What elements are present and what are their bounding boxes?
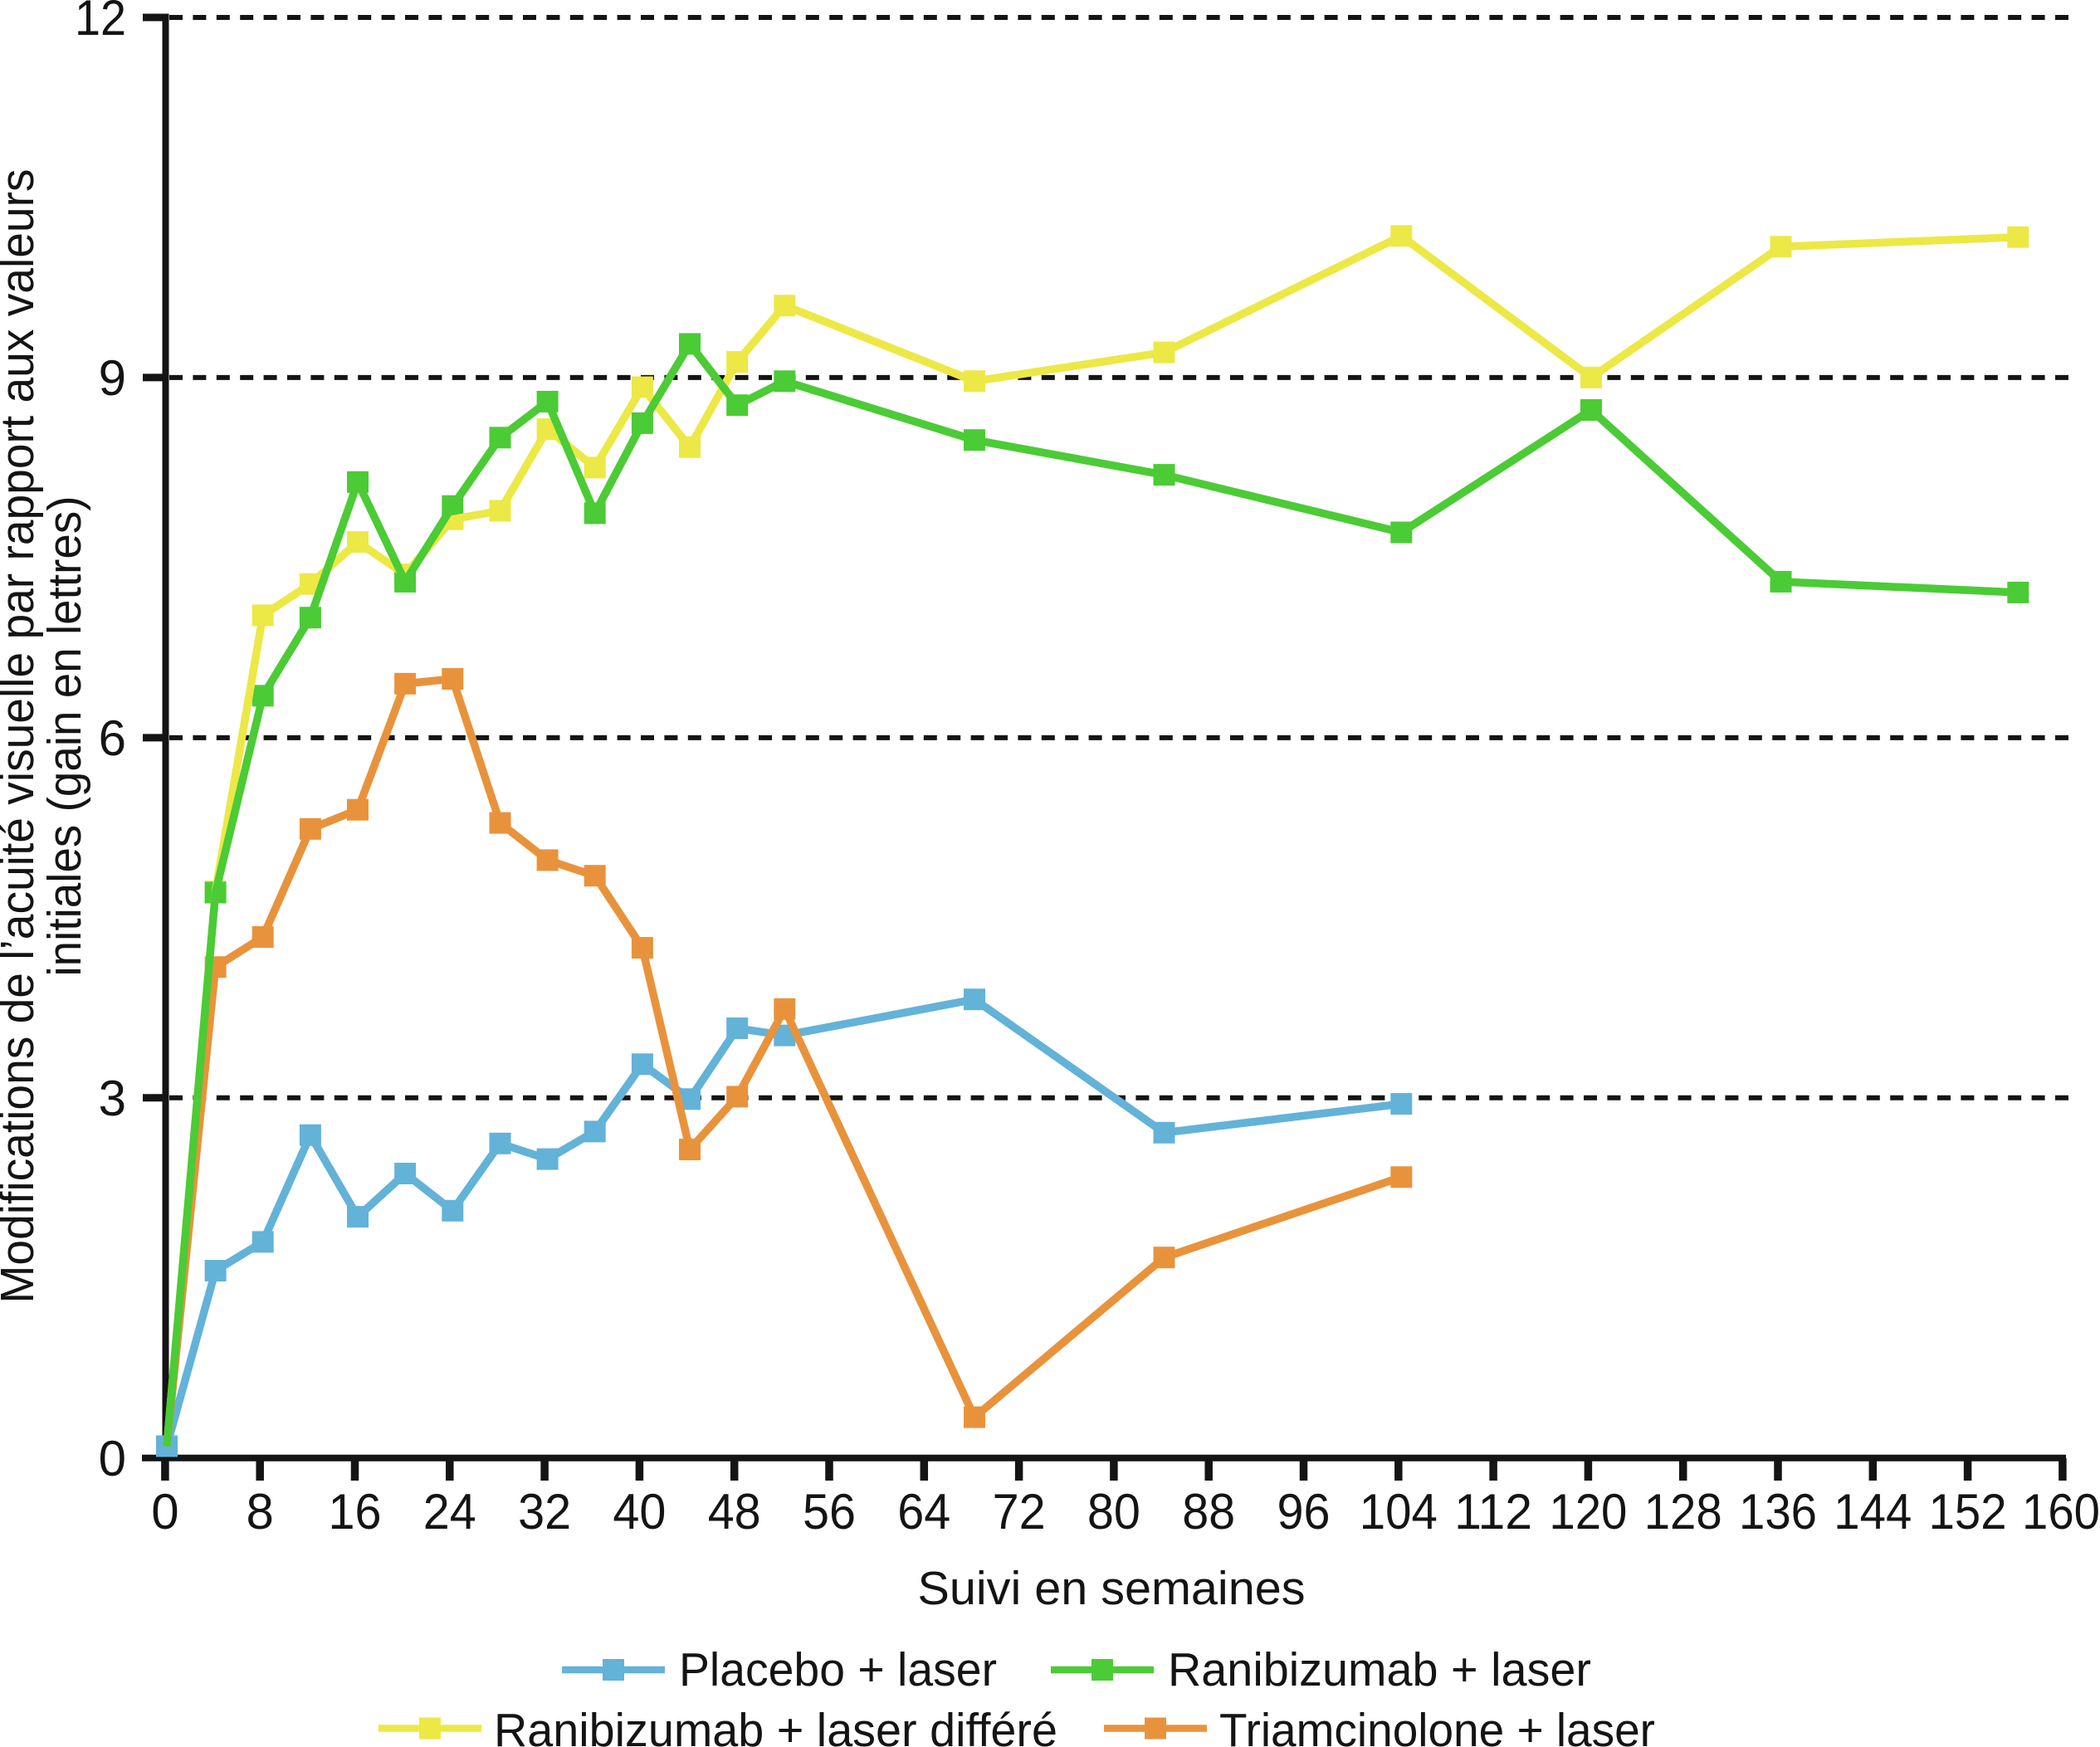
svg-text:0: 0	[151, 1484, 178, 1540]
svg-text:8: 8	[247, 1484, 274, 1540]
svg-text:16: 16	[329, 1484, 382, 1540]
svg-text:Suivi en semaines: Suivi en semaines	[918, 1562, 1306, 1615]
svg-text:9: 9	[99, 350, 126, 406]
svg-text:12: 12	[75, 0, 126, 46]
svg-text:56: 56	[803, 1484, 856, 1540]
svg-text:48: 48	[708, 1484, 761, 1540]
svg-text:24: 24	[423, 1484, 476, 1540]
svg-text:Modifications de l’acuité visu: Modifications de l’acuité visuelle par r…	[0, 169, 44, 1304]
svg-text:initiales (gain en lettres): initiales (gain en lettres)	[38, 496, 91, 977]
svg-text:Placebo + laser: Placebo + laser	[679, 1643, 997, 1696]
svg-text:40: 40	[613, 1484, 666, 1540]
svg-text:88: 88	[1182, 1484, 1235, 1540]
svg-text:152: 152	[1929, 1484, 2007, 1540]
svg-text:104: 104	[1360, 1484, 1438, 1540]
svg-text:160: 160	[2022, 1484, 2100, 1540]
svg-text:144: 144	[1834, 1484, 1912, 1540]
svg-text:64: 64	[897, 1484, 950, 1540]
svg-text:80: 80	[1087, 1484, 1140, 1540]
svg-text:120: 120	[1549, 1484, 1627, 1540]
svg-text:128: 128	[1644, 1484, 1722, 1540]
svg-text:Ranibizumab + laser différé: Ranibizumab + laser différé	[494, 1704, 1057, 1747]
svg-text:Ranibizumab + laser: Ranibizumab + laser	[1168, 1643, 1591, 1696]
svg-text:6: 6	[99, 710, 126, 766]
svg-text:Triamcinolone + laser: Triamcinolone + laser	[1219, 1704, 1655, 1747]
svg-text:96: 96	[1277, 1484, 1331, 1540]
svg-text:72: 72	[993, 1484, 1046, 1540]
svg-text:136: 136	[1739, 1484, 1817, 1540]
svg-text:112: 112	[1454, 1484, 1532, 1540]
svg-text:32: 32	[518, 1484, 571, 1540]
svg-text:3: 3	[99, 1071, 126, 1126]
svg-text:0: 0	[99, 1431, 126, 1486]
